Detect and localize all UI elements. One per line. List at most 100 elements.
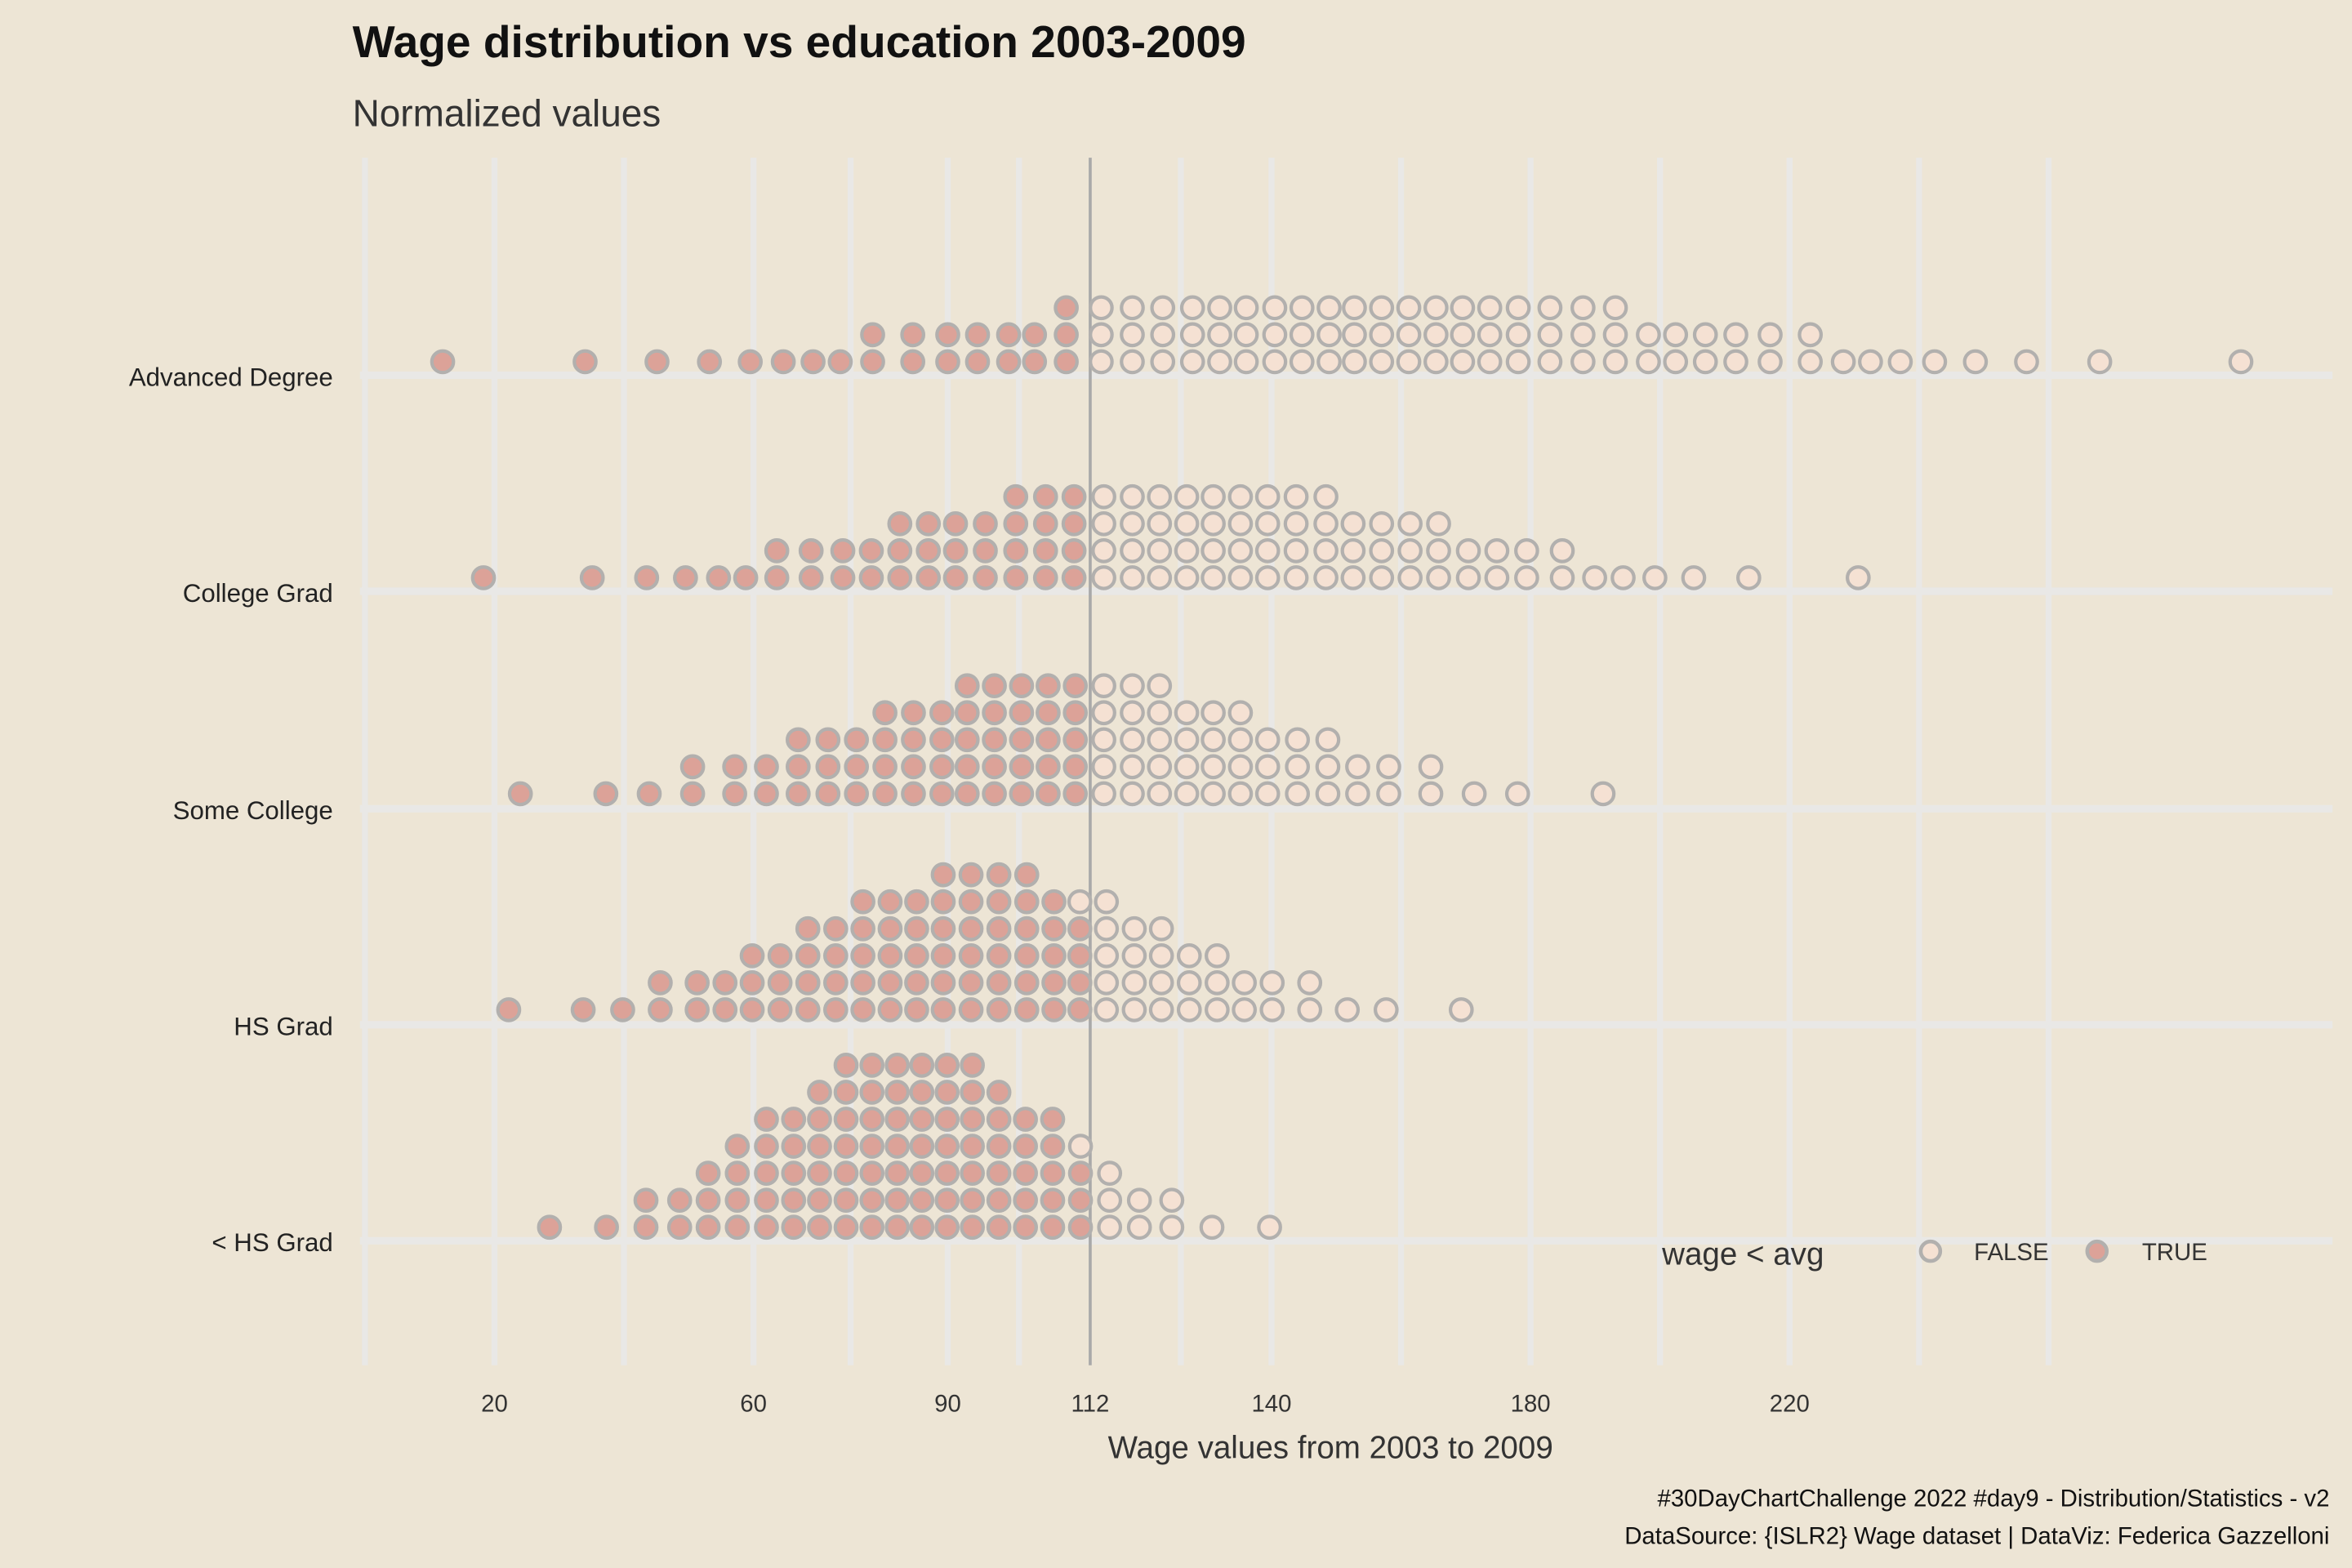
dot-true (986, 997, 1012, 1022)
dot-true (470, 565, 497, 590)
dot-true (781, 1160, 807, 1186)
dot-true (934, 1080, 960, 1105)
dot-false (1423, 322, 1449, 348)
category-label: HS Grad (234, 1013, 332, 1041)
dot-false (1176, 942, 1202, 969)
dot-true (1032, 483, 1058, 510)
dot-false (1484, 565, 1510, 590)
dot-false (1126, 1187, 1152, 1214)
dot-true (1036, 727, 1061, 753)
dot-true (633, 1214, 659, 1241)
dot-true (942, 510, 969, 537)
dot-false (1120, 727, 1145, 753)
dot-true (1067, 1160, 1094, 1186)
dot-true (1041, 889, 1067, 915)
dot-true (960, 1053, 985, 1078)
dot-false (1297, 997, 1323, 1022)
dot-true (781, 1214, 807, 1241)
dot-true (724, 1134, 751, 1159)
dot-true (633, 1187, 659, 1214)
dot-true (986, 1107, 1012, 1132)
dot-false (1120, 349, 1145, 375)
dot-true (695, 1187, 721, 1214)
dot-true (986, 1187, 1012, 1214)
dot-false (1207, 349, 1232, 375)
dot-false (1757, 322, 1783, 348)
dot-true (1013, 970, 1040, 996)
category-dots (430, 295, 2254, 375)
dot-true (1067, 1187, 1094, 1214)
dot-false (1396, 349, 1422, 375)
dot-false (1514, 538, 1539, 564)
category-label: Advanced Degree (129, 363, 333, 391)
dot-true (1062, 727, 1089, 753)
dot-false (1397, 510, 1423, 537)
dot-true (1013, 942, 1040, 969)
dot-true (833, 1214, 859, 1241)
dot-true (496, 997, 522, 1022)
dot-true (712, 997, 738, 1022)
dot-true (904, 997, 929, 1022)
dot-true (996, 349, 1022, 375)
dot-false (1257, 1214, 1282, 1241)
dot-true (973, 565, 998, 590)
dot-true (1013, 1107, 1038, 1132)
dot-true (872, 754, 898, 780)
dot-true (739, 970, 765, 996)
dot-true (1013, 915, 1040, 942)
dot-false (1176, 970, 1202, 996)
dot-true (754, 1134, 779, 1159)
category-labels: Advanced Degree College Grad Some College H… (129, 363, 333, 1257)
x-tick-label: 112 (1071, 1391, 1110, 1418)
dot-true (930, 862, 956, 888)
dot-true (724, 1214, 751, 1241)
x-tick-labels: 20 60 90 112 140 180 220 (481, 1391, 1810, 1418)
dot-false (1262, 349, 1288, 375)
legend-false-swatch (1918, 1239, 1943, 1263)
dot-false (1254, 727, 1281, 753)
dot-true (648, 970, 673, 996)
dot-true (860, 322, 885, 348)
dot-false (1602, 322, 1628, 348)
dot-false (1254, 781, 1281, 807)
dot-true (935, 349, 960, 375)
dot-true (942, 538, 969, 564)
dot-false (1797, 322, 1824, 348)
dot-true (1041, 970, 1067, 996)
dot-true (901, 781, 926, 807)
dot-false (1200, 700, 1226, 726)
dot-true (1003, 565, 1029, 590)
dot-false (1373, 997, 1399, 1022)
dot-true (958, 970, 984, 996)
dot-false (1147, 700, 1173, 726)
dot-false (1397, 565, 1423, 590)
dot-true (904, 889, 929, 915)
dot-false (1091, 565, 1116, 590)
dot-false (1549, 565, 1575, 590)
dot-false (1723, 349, 1748, 375)
dot-false (1477, 295, 1503, 321)
dot-false (1340, 510, 1366, 537)
dot-false (1484, 538, 1510, 564)
dot-true (982, 727, 1007, 753)
dot-false (1174, 510, 1200, 537)
dot-true (1054, 295, 1079, 321)
dot-false (1200, 483, 1226, 510)
dot-true (934, 1107, 960, 1132)
dot-false (1067, 1134, 1094, 1159)
dot-true (754, 1160, 779, 1186)
dot-false (1120, 565, 1145, 590)
dot-false (1233, 349, 1259, 375)
dot-false (1126, 1214, 1152, 1241)
dot-true (430, 349, 456, 375)
dot-true (973, 510, 998, 537)
dot-false (1289, 322, 1315, 348)
dot-true (827, 349, 853, 375)
dot-true (1061, 510, 1087, 537)
dot-false (1757, 349, 1783, 375)
dot-false (1174, 754, 1200, 780)
dot-true (807, 1214, 832, 1241)
dot-true (1013, 889, 1040, 915)
dot-false (1174, 565, 1200, 590)
